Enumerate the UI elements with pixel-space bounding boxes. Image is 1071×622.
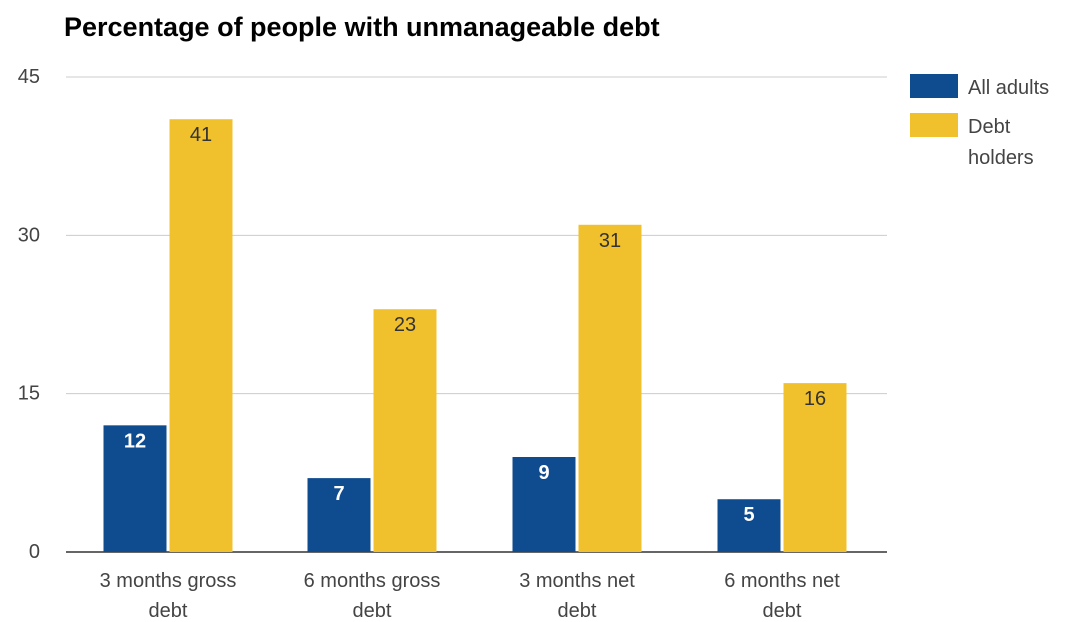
- legend-label: Debt: [968, 116, 1011, 138]
- x-category-label: debt: [763, 600, 802, 622]
- chart-title: Percentage of people with unmanageable d…: [64, 12, 660, 42]
- x-category-label: 6 months net: [724, 570, 840, 592]
- bar-value-label: 5: [743, 504, 754, 526]
- y-axis-ticks: 0 15 30 45: [18, 66, 40, 563]
- x-category-label: debt: [353, 600, 392, 622]
- x-category-label: 6 months gross: [304, 570, 441, 592]
- bars: 12 7 9 5 41 23 31 16: [103, 119, 847, 552]
- bar-value-label: 23: [394, 314, 416, 336]
- legend: All adults Debt holders: [910, 74, 1049, 169]
- y-tick-label: 0: [29, 541, 40, 563]
- bar: [783, 383, 847, 552]
- bar: [717, 499, 781, 552]
- x-category-label: 3 months gross: [100, 570, 237, 592]
- bar: [512, 457, 576, 552]
- bar: [373, 309, 437, 552]
- y-tick-label: 30: [18, 224, 40, 246]
- bar-value-label: 31: [599, 230, 621, 252]
- legend-label: All adults: [968, 77, 1049, 99]
- legend-label: holders: [968, 147, 1034, 169]
- bar: [169, 119, 233, 552]
- legend-swatch: [910, 74, 958, 98]
- legend-swatch: [910, 113, 958, 137]
- bar-value-label: 16: [804, 388, 826, 410]
- bar: [578, 224, 642, 552]
- x-axis-categories: 3 months gross debt 6 months gross debt 3 mo…: [100, 570, 841, 622]
- bar-value-label: 7: [333, 483, 344, 505]
- bar-value-label: 41: [190, 124, 212, 146]
- x-category-label: 3 months net: [519, 570, 635, 592]
- bar-value-label: 12: [124, 430, 146, 452]
- y-tick-label: 45: [18, 66, 40, 88]
- bar: [103, 425, 167, 552]
- bar: [307, 478, 371, 552]
- y-tick-label: 15: [18, 383, 40, 405]
- x-category-label: debt: [558, 600, 597, 622]
- bar-value-label: 9: [538, 462, 549, 484]
- x-category-label: debt: [149, 600, 188, 622]
